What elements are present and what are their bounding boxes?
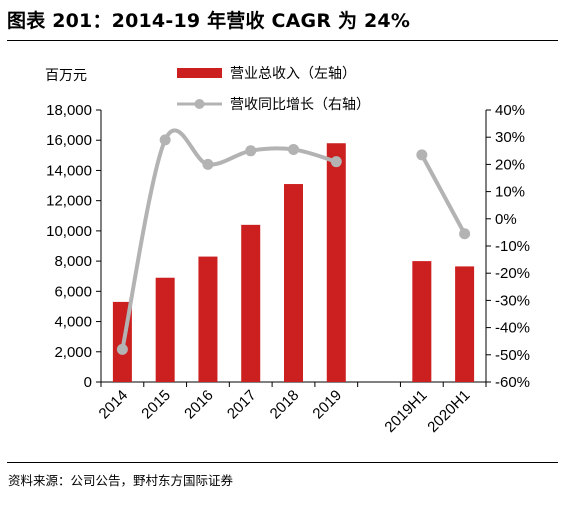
right-axis-tick-label: -40% (495, 320, 530, 337)
x-axis-label-2015: 2015 (138, 387, 174, 423)
right-axis-tick-label: 40% (495, 102, 525, 119)
growth-point-2015 (159, 134, 171, 146)
growth-point-2014 (116, 343, 128, 355)
chart-title: 图表 201：2014-19 年营收 CAGR 为 24% (7, 10, 411, 32)
bar-series (112, 143, 475, 382)
x-axis-label-2019: 2019 (309, 387, 345, 423)
right-axis-tick-label: -10% (495, 238, 530, 255)
x-axis-label-2019H1: 2019H1 (381, 387, 430, 436)
bar-2020H1 (455, 266, 475, 382)
growth-point-2020H1 (459, 228, 471, 240)
x-axis-label-2018: 2018 (267, 387, 303, 423)
right-axis-tick-label: 0% (495, 211, 517, 228)
growth-point-2016 (202, 158, 214, 170)
left-axis-tick-label: 8,000 (54, 253, 92, 270)
legend: 营业总收入（左轴） 营收同比增长（右轴） (177, 65, 370, 112)
x-axis-label-2020H1: 2020H1 (424, 387, 473, 436)
left-axis-tick-label: 4,000 (54, 314, 92, 331)
growth-point-2019 (330, 156, 342, 168)
left-axis-unit-label: 百万元 (45, 67, 87, 83)
right-axis-tick-label: -30% (495, 292, 530, 309)
right-axis-tick-label: -60% (495, 374, 530, 391)
source-note: 资料来源：公司公告，野村东方国际证券 (8, 473, 234, 488)
left-axis-tick-label: 6,000 (54, 283, 92, 300)
growth-point-2018 (288, 143, 299, 155)
legend-swatch-marker (194, 99, 205, 109)
bar-2019 (326, 143, 346, 382)
x-axis-label-2016: 2016 (181, 387, 217, 423)
left-axis-tick-label: 2,000 (54, 344, 92, 361)
bar-2015 (155, 277, 175, 382)
x-axis-label-2014: 2014 (96, 387, 132, 423)
bar-2018 (284, 184, 303, 382)
right-axis-tick-label: -20% (495, 265, 530, 282)
legend-label-bar: 营业总收入（左轴） (230, 65, 356, 81)
growth-line-segment-0 (120, 128, 337, 350)
left-axis-tick-label: 0 (84, 374, 92, 391)
x-axis-label-2017: 2017 (224, 387, 260, 423)
growth-point-2019H1 (416, 149, 428, 161)
left-axis-tick-label: 16,000 (46, 132, 92, 149)
left-axis-tick-label: 10,000 (46, 223, 92, 240)
title-divider (7, 40, 558, 41)
right-axis-tick-label: -50% (495, 347, 530, 364)
left-axis-tick-label: 18,000 (46, 102, 92, 119)
bar-2019H1 (412, 261, 432, 382)
right-axis-tick-label: 20% (495, 156, 525, 173)
bar-2016 (198, 256, 218, 382)
line-series (116, 128, 471, 355)
legend-label-line: 营收同比增长（右轴） (230, 96, 370, 112)
growth-point-2017 (245, 145, 257, 157)
right-axis-tick-label: 30% (495, 129, 525, 146)
right-axis-tick-label: 10% (495, 184, 525, 201)
growth-line-segment-1 (420, 153, 467, 235)
source-divider (7, 462, 558, 463)
legend-swatch-bar (177, 68, 222, 78)
left-axis-tick-label: 12,000 (46, 193, 92, 210)
left-axis-tick-label: 14,000 (46, 162, 92, 179)
bar-2017 (241, 224, 261, 382)
